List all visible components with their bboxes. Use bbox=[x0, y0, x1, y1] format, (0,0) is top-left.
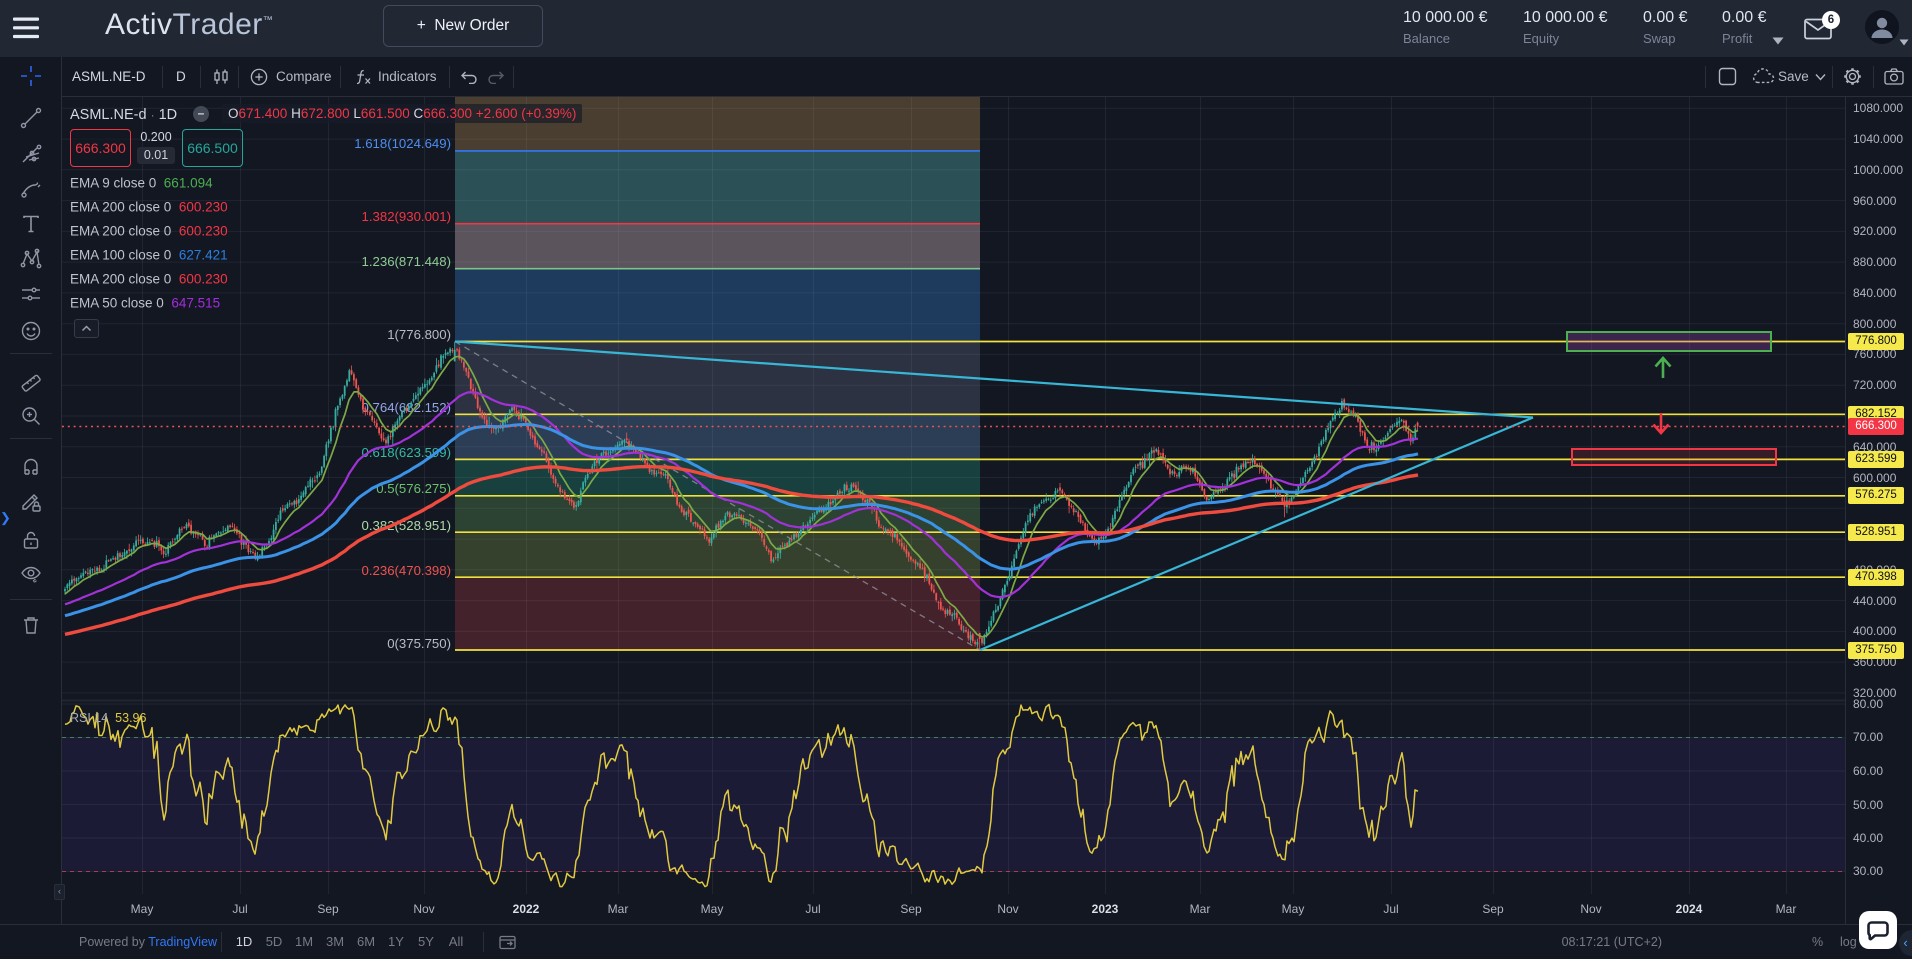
svg-text:1(776.800): 1(776.800) bbox=[387, 327, 451, 342]
svg-text:0.618(623.599): 0.618(623.599) bbox=[362, 445, 451, 460]
svg-text:1.382(930.001): 1.382(930.001) bbox=[362, 209, 451, 224]
svg-text:0.236(470.398): 0.236(470.398) bbox=[362, 563, 451, 578]
svg-text:1.618(1024.649): 1.618(1024.649) bbox=[354, 136, 451, 151]
svg-text:1.236(871.448): 1.236(871.448) bbox=[362, 254, 451, 269]
svg-text:0(375.750): 0(375.750) bbox=[387, 636, 451, 651]
svg-text:0.5(576.275): 0.5(576.275) bbox=[376, 481, 451, 496]
